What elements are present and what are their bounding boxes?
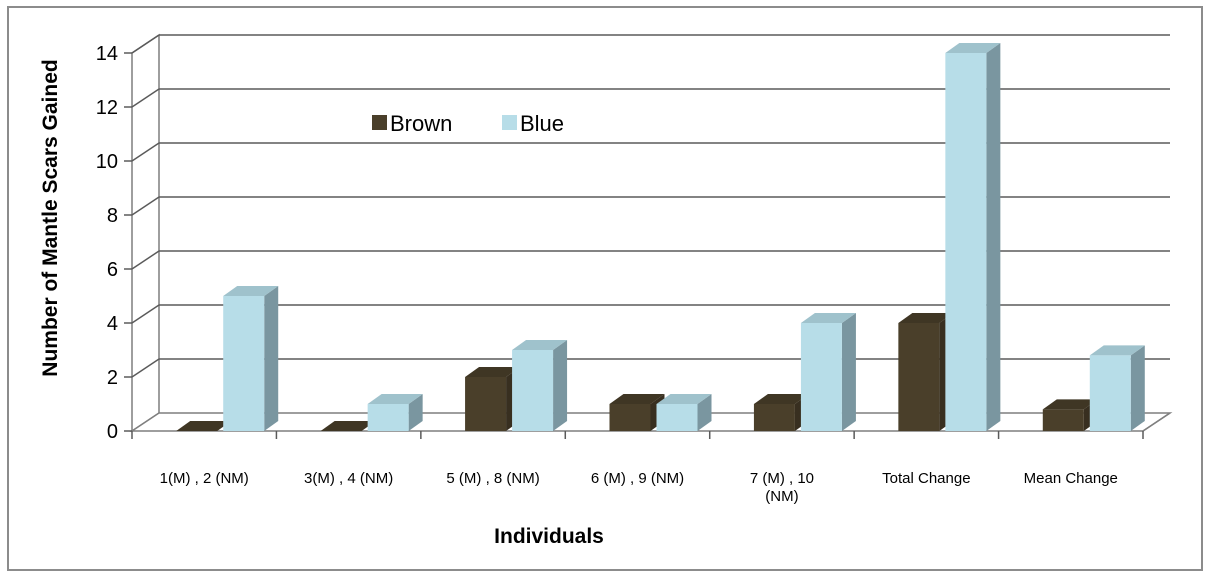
y-tick-label: 8 — [107, 205, 118, 227]
x-category-label: 5 (M) , 8 (NM) — [446, 470, 539, 487]
y-tick-label: 14 — [96, 43, 118, 65]
chart-walls — [132, 35, 1170, 431]
bar-brown — [465, 367, 520, 431]
bar-blue — [801, 313, 856, 431]
bar-front-face — [610, 404, 651, 431]
bar-chart: 0 2 4 6 8 10 12 14 1(M) , 2 (NM) 3(M) , 4 (NM) 5 … — [9, 8, 1201, 569]
y-tick-label: 10 — [96, 151, 118, 173]
x-category-labels: 1(M) , 2 (NM) 3(M) , 4 (NM) 5 (M) , 8 (NM)… — [160, 470, 1118, 505]
y-tick-label: 12 — [96, 97, 118, 119]
x-category-label: 7 (M) , 10 — [750, 470, 814, 487]
legend-label-blue: Blue — [520, 111, 564, 136]
bar-front-face — [465, 377, 506, 431]
bar-side-face — [1131, 345, 1145, 431]
y-tick-label: 4 — [107, 313, 118, 335]
bar-blue — [1090, 345, 1145, 431]
legend-label-brown: Brown — [390, 111, 452, 136]
legend: Brown Blue — [372, 111, 564, 136]
y-tick-label: 0 — [107, 421, 118, 443]
side-wall — [132, 35, 159, 431]
x-category-label: 1(M) , 2 (NM) — [160, 470, 249, 487]
bar-side-face — [264, 286, 278, 431]
bar-front-face — [223, 296, 264, 431]
bar-front-face — [754, 404, 795, 431]
bar-brown — [754, 394, 809, 431]
bar-front-face — [898, 323, 939, 431]
bar-blue — [945, 43, 1000, 431]
bar-brown — [1043, 399, 1098, 431]
bar-blue — [512, 340, 567, 431]
bar-side-face — [842, 313, 856, 431]
bar-blue — [657, 394, 712, 431]
x-category-label: 6 (M) , 9 (NM) — [591, 470, 684, 487]
bar-front-face — [512, 350, 553, 431]
bar-side-face — [986, 43, 1000, 431]
x-category-label: Mean Change — [1024, 470, 1118, 487]
bars — [176, 43, 1145, 431]
legend-swatch-brown — [372, 115, 387, 130]
gridlines — [124, 35, 1170, 439]
bar-front-face — [368, 404, 409, 431]
bar-brown — [610, 394, 665, 431]
bar-side-face — [553, 340, 567, 431]
bar-blue — [368, 394, 423, 431]
bar-front-face — [1090, 355, 1131, 431]
x-category-label: (NM) — [765, 488, 798, 505]
bar-front-face — [657, 404, 698, 431]
y-tick-labels: 0 2 4 6 8 10 12 14 — [96, 43, 118, 443]
chart-frame: 0 2 4 6 8 10 12 14 1(M) , 2 (NM) 3(M) , 4 (NM) 5 … — [7, 6, 1203, 571]
bar-front-face — [801, 323, 842, 431]
y-tick-label: 6 — [107, 259, 118, 281]
y-axis-title: Number of Mantle Scars Gained — [39, 59, 62, 376]
x-category-label: 3(M) , 4 (NM) — [304, 470, 393, 487]
bar-front-face — [1043, 409, 1084, 431]
x-category-label: Total Change — [882, 470, 970, 487]
y-tick-label: 2 — [107, 367, 118, 389]
bar-brown — [898, 313, 953, 431]
legend-swatch-blue — [502, 115, 517, 130]
bar-blue — [223, 286, 278, 431]
bar-front-face — [945, 53, 986, 431]
x-axis-title: Individuals — [494, 525, 604, 548]
